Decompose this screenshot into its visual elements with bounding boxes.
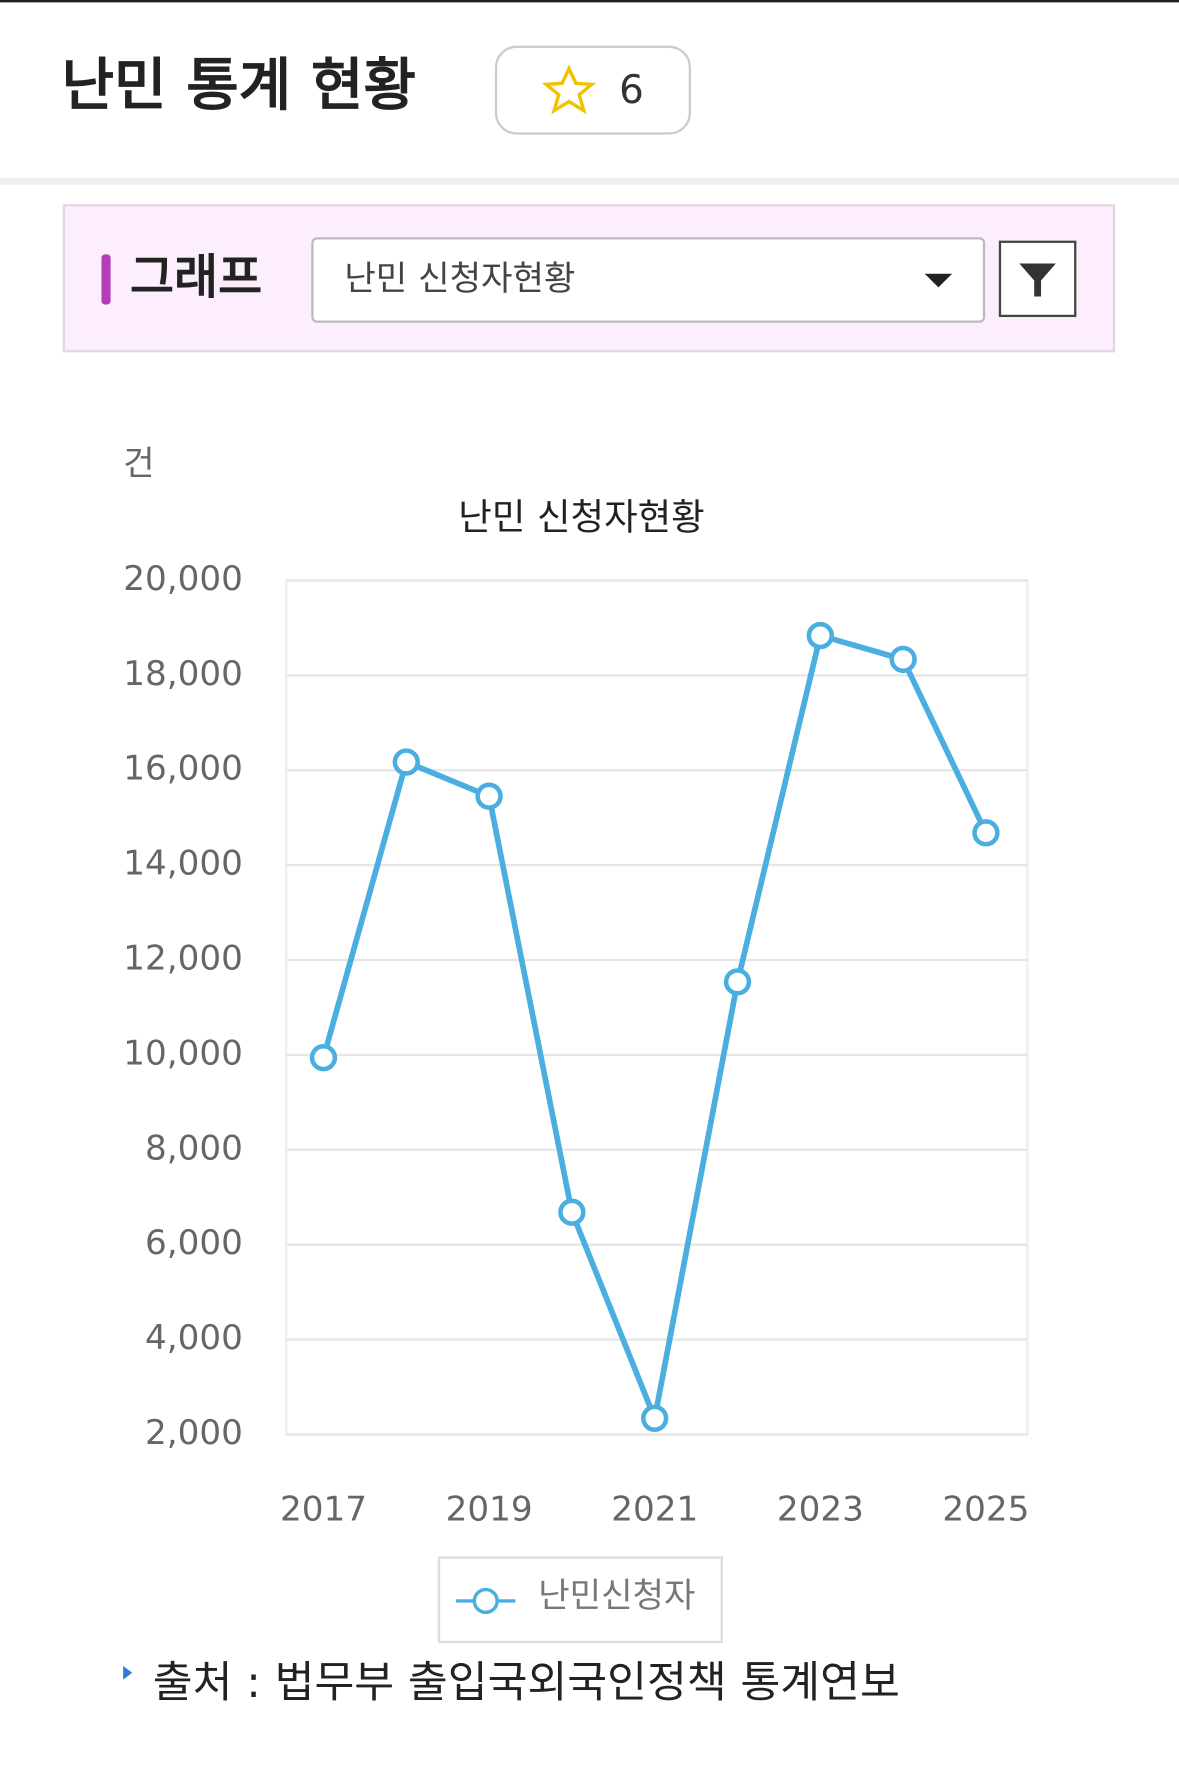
chart-title: 난민 신청자현황 [458,495,704,538]
page-title: 난민 통계 현황 [62,53,416,119]
series-line [320,632,989,1422]
star-icon [541,64,597,115]
y-tick-label: 6,000 [145,1223,243,1263]
dropdown-text: 난민 신청자현황 [344,259,575,299]
y-tick-label: 18,000 [123,654,243,694]
y-tick-label: 4,000 [145,1318,243,1358]
legend[interactable]: 난민신청자 [437,1556,723,1644]
header-shadow [0,177,1179,185]
x-tick-label: 2023 [777,1489,864,1529]
y-tick-label: 2,000 [145,1413,243,1453]
y-tick-label: 12,000 [123,939,243,979]
data-point [889,645,917,674]
legend-label: 난민신청자 [538,1576,695,1616]
data-point [392,748,420,776]
x-tick-label: 2017 [280,1489,367,1529]
x-tick-label: 2019 [446,1489,533,1529]
y-unit: 건 [123,444,154,484]
legend-marker [472,1587,499,1615]
filter-button[interactable] [998,240,1077,318]
favorite-count: 6 [619,68,644,113]
data-point [723,968,752,996]
data-point [558,1198,586,1226]
favorite-box [494,45,691,135]
y-tick-label: 20,000 [123,559,243,599]
source-bullet [123,1665,133,1680]
y-tick-label: 10,000 [123,1033,243,1073]
y-tick-label: 14,000 [123,844,243,884]
data-point [641,1404,669,1432]
panel-label: 그래프 [130,251,262,306]
dropdown-box [311,237,986,323]
legend-box [437,1556,723,1644]
plot-frame [285,579,1029,1436]
favorite-button[interactable]: 6 [494,45,691,135]
source-text: 출처 : 법무부 출입국외국인정책 통계연보 [153,1658,900,1708]
dropdown-arrow [924,273,953,288]
y-tick-label: 8,000 [145,1128,243,1168]
x-tick-label: 2025 [942,1489,1029,1529]
panel-marker [101,254,111,305]
data-point [972,819,1000,847]
y-tick-label: 16,000 [123,749,243,789]
data-point [309,1043,338,1072]
data-point [806,621,835,650]
x-tick-label: 2021 [611,1489,698,1529]
dropdown[interactable]: 난민 신청자현황 [311,237,986,323]
filter-icon [1019,263,1056,297]
data-point [475,782,503,810]
